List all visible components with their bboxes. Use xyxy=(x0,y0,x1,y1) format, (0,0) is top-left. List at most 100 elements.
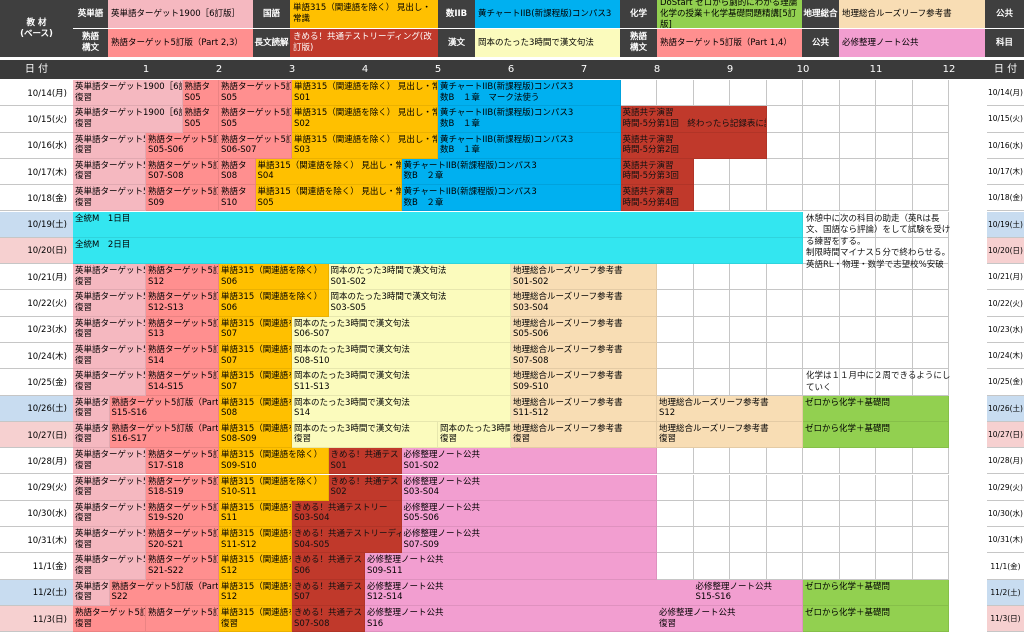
schedule-block: 英単語ターゲット5訂 復習 xyxy=(73,448,146,475)
grid-cell xyxy=(876,185,913,212)
grid-cell xyxy=(803,264,840,291)
grid-cell xyxy=(766,500,803,528)
grid-cell xyxy=(766,448,803,475)
header-period-number: 9 xyxy=(726,64,734,75)
grid-cell xyxy=(803,158,840,186)
schedule-block: 地理総合ルーズリーフ参考書 S05-S06 xyxy=(511,316,657,343)
header-period-number: 3 xyxy=(288,64,296,75)
legend-heading: 教 材 (ベース) xyxy=(0,0,73,57)
legend-heading: 熟語 構文 xyxy=(620,29,657,57)
schedule-block: 単語315（関連語を除く） 見出し・常 S02 xyxy=(292,106,438,133)
grid-cell xyxy=(876,500,913,528)
grid-cell xyxy=(839,448,876,475)
date-cell-right: 11/1(金) xyxy=(987,553,1024,580)
legend-heading: 公共 xyxy=(985,0,1024,28)
grid-cell xyxy=(730,290,767,317)
schedule-block: 英語共テ演習 時間-5分第3回 xyxy=(620,158,694,186)
schedule-block: 全統M 1日目 xyxy=(73,211,803,238)
grid-cell xyxy=(693,158,730,186)
date-cell: 10/28(月) xyxy=(0,448,73,475)
schedule-block: 熟語ターゲット5訂 S06-S07 xyxy=(219,132,292,159)
grid-cell xyxy=(657,316,694,343)
legend-subject: 必修整理ノート公共 xyxy=(839,29,985,57)
schedule-block: 熟語タ S05 xyxy=(182,80,219,107)
header-period-number: 10 xyxy=(796,64,810,75)
date-cell-right: 10/27(日) xyxy=(987,421,1024,449)
schedule-block: 熟語ターゲット5訂 S05 xyxy=(219,106,292,133)
grid-cell xyxy=(657,80,694,107)
header-period-number: 11 xyxy=(869,64,883,75)
schedule-block: ゼロから化学＋基礎問 xyxy=(803,579,949,606)
date-cell: 10/17(木) xyxy=(0,158,73,186)
grid-cell xyxy=(912,369,949,396)
schedule-block: 英単語ターゲット5訂 復習 xyxy=(73,527,146,554)
schedule-block: 必修整理ノート公共 S09-S11 xyxy=(365,553,657,580)
schedule-block: 熟語ターゲット5訂 S19-S20 xyxy=(146,500,219,528)
grid-cell xyxy=(693,448,730,475)
grid-cell xyxy=(912,211,949,238)
grid-cell xyxy=(766,369,803,396)
schedule-block: 熟語ターゲット5訂 S05 xyxy=(219,80,292,107)
grid-cell xyxy=(657,264,694,291)
date-cell-right: 10/23(水) xyxy=(987,316,1024,343)
grid-cell xyxy=(693,500,730,528)
grid-cell xyxy=(876,132,913,159)
date-cell: 11/2(土) xyxy=(0,579,73,606)
schedule-block: 熟語ターゲット5訂版（Part 2,3） 復習 xyxy=(73,606,146,632)
grid-cell xyxy=(693,474,730,501)
header-period-number: 4 xyxy=(361,64,369,75)
schedule-block: 地理総合ルーズリーフ参考書 復習 xyxy=(511,421,657,449)
schedule-block: 熟語ターゲット5訂版（Part S22 xyxy=(109,579,219,606)
grid-cell xyxy=(730,80,767,107)
schedule-block: 単語315（関連語を除く） S10-S11 xyxy=(219,474,329,501)
header-date-right: 日 付 xyxy=(993,64,1018,75)
grid-cell xyxy=(803,474,840,501)
grid-cell xyxy=(803,237,840,265)
legend-heading: 長文読解 xyxy=(253,29,290,57)
header-row: 日 付 1 2 3 4 5 6 7 8 9 10 11 12 日 付 xyxy=(0,60,1024,79)
date-cell: 10/15(火) xyxy=(0,106,73,133)
date-cell: 11/1(金) xyxy=(0,553,73,580)
grid-cell xyxy=(876,106,913,133)
schedule-block: 熟語ターゲット5訂版（Part S16-S17 xyxy=(109,421,219,449)
schedule-block: 英単語タ 復習 xyxy=(73,421,110,449)
schedule-block: 全統M 2日目 xyxy=(73,237,803,265)
date-cell-right: 10/21(月) xyxy=(987,264,1024,291)
schedule-block: 英語共テ演習 時間-5分第2回 xyxy=(620,132,767,159)
grid-cell xyxy=(839,316,876,343)
date-cell-right: 10/20(日) xyxy=(987,237,1024,265)
schedule-block: 熟語ターゲット5訂 xyxy=(146,606,219,632)
schedule-block: 熟語ターゲット5訂 S21-S22 xyxy=(146,553,219,580)
grid-cell xyxy=(693,80,730,107)
grid-cell xyxy=(876,290,913,317)
schedule-block: 単語315（関連語を除く） S06 xyxy=(219,264,329,291)
header-period-number: 8 xyxy=(653,64,661,75)
date-cell: 10/22(火) xyxy=(0,290,73,317)
schedule-note: 化学は１１月中に２周できるようにしていく xyxy=(806,371,951,393)
grid-cell xyxy=(693,527,730,554)
grid-cell xyxy=(876,553,913,580)
date-cell: 10/23(水) xyxy=(0,316,73,343)
schedule-block: 必修整理ノート公共 S15-S16 xyxy=(693,579,803,606)
grid-cell xyxy=(730,369,767,396)
grid-cell xyxy=(912,448,949,475)
grid-cell xyxy=(839,237,876,265)
date-cell-right: 11/2(土) xyxy=(987,579,1024,606)
grid-cell xyxy=(803,106,840,133)
schedule-block: 英単語ターゲット5訂 復習 xyxy=(73,343,146,370)
schedule-block: ゼロから化学＋基礎問 xyxy=(803,421,949,449)
schedule-block: 地理総合ルーズリーフ参考書 S11-S12 xyxy=(511,395,657,422)
grid-cell xyxy=(693,290,730,317)
schedule-block: 英単語ターゲット5訂 復習 xyxy=(73,500,146,528)
legend-subject: DoStart ゼロから劇的にわかる理論化学の授業＋化学基礎問題精講[5訂版] xyxy=(657,0,802,28)
date-cell-right: 10/16(水) xyxy=(987,132,1024,159)
grid-cell xyxy=(766,474,803,501)
date-cell: 10/24(木) xyxy=(0,343,73,370)
grid-cell xyxy=(730,158,767,186)
schedule-block: 地理総合ルーズリーフ参考書 S07-S08 xyxy=(511,343,657,370)
grid-cell xyxy=(693,553,730,580)
schedule-block: 英単語ターゲット5訂 復習 xyxy=(73,553,146,580)
schedule-block: 単語315（関連語を除く） S07 xyxy=(219,343,292,370)
grid-cell xyxy=(876,211,913,238)
grid-cell xyxy=(803,80,840,107)
